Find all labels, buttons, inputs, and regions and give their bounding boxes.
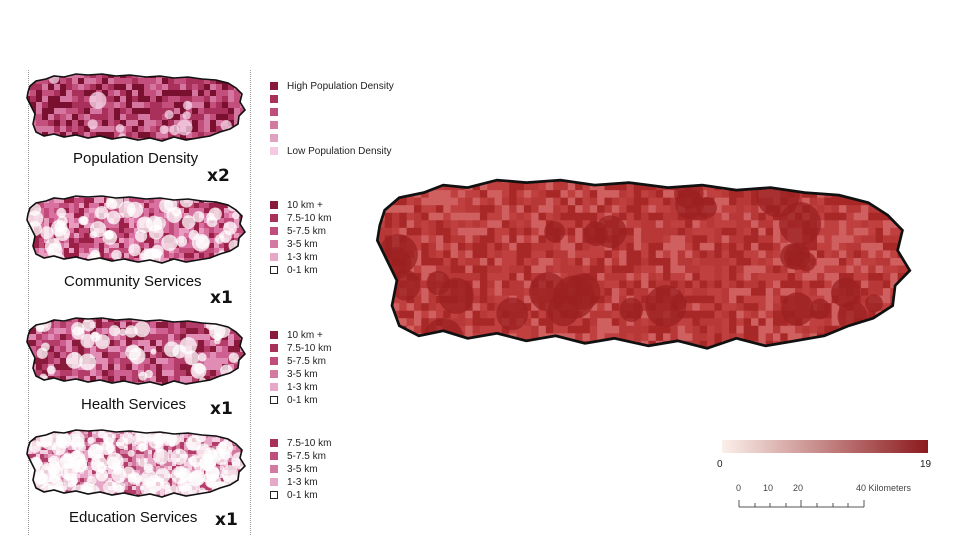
health-services-map: [26, 317, 247, 386]
legend-label: 0-1 km: [287, 489, 318, 501]
legend-swatch: [270, 266, 278, 274]
legend-item: 10 km +: [270, 199, 323, 211]
legend-swatch: [270, 108, 278, 116]
panel-divider-right: [250, 70, 251, 535]
legend-label: 3-5 km: [287, 368, 318, 380]
legend-label: 3-5 km: [287, 463, 318, 475]
legend-swatch: [270, 396, 278, 404]
scale-tick-label: 0: [736, 483, 742, 493]
education-services-map: [26, 429, 247, 498]
legend-label: 10 km +: [287, 199, 323, 211]
legend-label: 3-5 km: [287, 238, 318, 250]
legend-item: 3-5 km: [270, 463, 318, 475]
legend-label: 7.5-10 km: [287, 437, 332, 449]
scale-tick-label: 20: [793, 483, 804, 493]
legend-swatch: [270, 82, 278, 90]
scale-tick-label: 10: [763, 483, 774, 493]
legend-item: 3-5 km: [270, 238, 318, 250]
legend-label: 5-7.5 km: [287, 450, 326, 462]
legend-swatch: [270, 491, 278, 499]
panel-title: Population Density: [73, 150, 199, 167]
legend-item: 1-3 km: [270, 476, 318, 488]
legend-item: 0-1 km: [270, 394, 318, 406]
legend-item: [270, 106, 287, 118]
legend-swatch: [270, 253, 278, 261]
gradient-min-label: 0: [717, 459, 723, 470]
legend-label: 0-1 km: [287, 394, 318, 406]
gradient-max-label: 19: [920, 459, 932, 470]
legend-label: 0-1 km: [287, 264, 318, 276]
population-density-map: [26, 73, 247, 142]
legend-label: Low Population Density: [287, 145, 392, 157]
weight-label: x1: [215, 510, 238, 530]
legend-item: Low Population Density: [270, 145, 392, 157]
legend-swatch: [270, 344, 278, 352]
legend-swatch: [270, 370, 278, 378]
legend-swatch: [270, 134, 278, 142]
scale-bar-ruler: [738, 500, 865, 508]
legend-item: 1-3 km: [270, 381, 318, 393]
legend-swatch: [270, 227, 278, 235]
legend-swatch: [270, 357, 278, 365]
legend-item: High Population Density: [270, 80, 394, 92]
panel-title: Education Services: [69, 509, 198, 526]
panel-title: Community Services: [64, 273, 202, 290]
panel-title: Health Services: [81, 396, 187, 413]
legend-label: 1-3 km: [287, 381, 318, 393]
weight-label: x1: [210, 399, 233, 419]
legend-label: 7.5-10 km: [287, 212, 332, 224]
legend-item: 1-3 km: [270, 251, 318, 263]
legend-swatch: [270, 383, 278, 391]
legend-item: 7.5-10 km: [270, 342, 331, 354]
legend-swatch: [270, 465, 278, 473]
legend-label: High Population Density: [287, 80, 394, 92]
legend-swatch: [270, 147, 278, 155]
panel-divider-left: [28, 70, 29, 535]
legend-swatch: [270, 95, 278, 103]
panel-population-density: Population Density x2: [24, 66, 250, 186]
legend-swatch: [270, 214, 278, 222]
legend-label: 5-7.5 km: [287, 225, 326, 237]
composite-accessibility-map: [375, 178, 912, 350]
legend-item: 5-7.5 km: [270, 355, 326, 367]
legend-label: 5-7.5 km: [287, 355, 326, 367]
legend-item: [270, 132, 287, 144]
legend-swatch: [270, 240, 278, 248]
legend-item: 7.5-10 km: [270, 437, 331, 449]
legend-label: 1-3 km: [287, 476, 318, 488]
legend-item: 10 km +: [270, 329, 323, 341]
legend-item: [270, 119, 287, 131]
weight-label: x2: [207, 166, 230, 186]
legend-item: [270, 93, 287, 105]
weight-label: x1: [210, 288, 233, 308]
scale-tick-label: 40 Kilometers: [856, 483, 912, 493]
legend-item: 7.5-10 km: [270, 212, 331, 224]
legend-label: 7.5-10 km: [287, 342, 332, 354]
legend-item: 5-7.5 km: [270, 450, 326, 462]
legend-swatch: [270, 452, 278, 460]
legend-item: 3-5 km: [270, 368, 318, 380]
panel-health-services: Health Services x1: [24, 310, 250, 420]
legend-item: 0-1 km: [270, 489, 318, 501]
legend-label: 10 km +: [287, 329, 323, 341]
legend-item: 5-7.5 km: [270, 225, 326, 237]
legend-swatch: [270, 439, 278, 447]
community-services-map: [26, 195, 247, 264]
panel-education-services: Education Services x1: [24, 422, 250, 534]
legend-swatch: [270, 121, 278, 129]
legend-swatch: [270, 201, 278, 209]
legend-swatch: [270, 478, 278, 486]
value-gradient-bar: [722, 440, 928, 453]
legend-swatch: [270, 331, 278, 339]
panel-community-services: Community Services x1: [24, 188, 250, 308]
legend-item: 0-1 km: [270, 264, 318, 276]
legend-label: 1-3 km: [287, 251, 318, 263]
